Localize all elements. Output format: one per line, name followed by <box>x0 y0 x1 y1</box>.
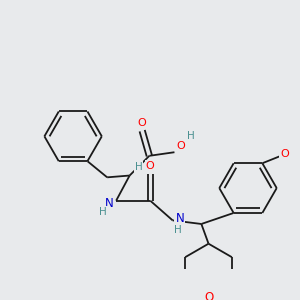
Text: O: O <box>138 118 146 128</box>
Text: H: H <box>187 131 194 141</box>
Text: H: H <box>99 207 106 217</box>
Text: H: H <box>135 162 142 172</box>
Text: O: O <box>146 161 154 171</box>
Text: N: N <box>176 212 184 225</box>
Text: O: O <box>176 141 185 151</box>
Text: O: O <box>280 149 289 159</box>
Text: N: N <box>105 197 113 210</box>
Text: O: O <box>204 291 213 300</box>
Text: H: H <box>174 225 182 235</box>
